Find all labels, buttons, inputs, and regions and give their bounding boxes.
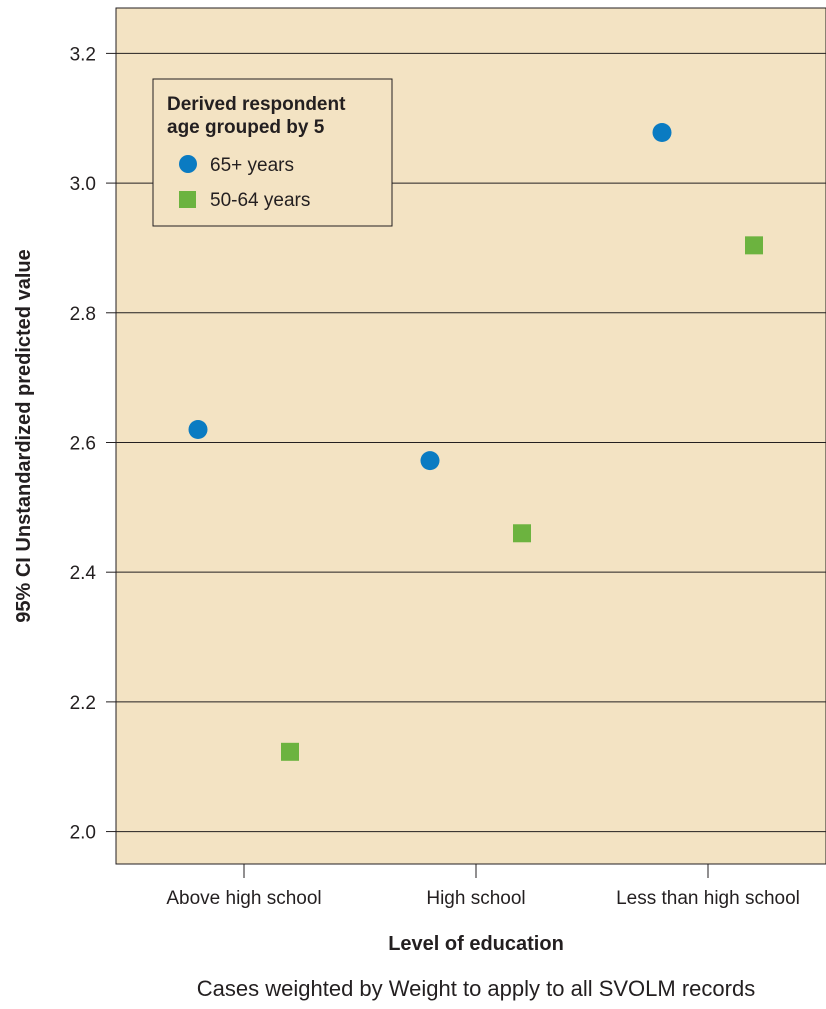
point-50-64-0	[281, 742, 299, 761]
legend-title-line1: Derived respondent	[167, 94, 346, 115]
y-tick-label: 3.2	[70, 44, 96, 65]
x-tick-label: Above high school	[166, 888, 321, 909]
point-65plus-1	[420, 451, 440, 471]
gridlines	[116, 52, 826, 833]
legend-marker-65plus	[179, 155, 197, 173]
y-tick-label: 2.0	[70, 823, 96, 844]
legend-label-50-64: 50-64 years	[210, 190, 310, 211]
legend-marker-50-64	[179, 191, 196, 208]
x-tick-label: High school	[426, 888, 525, 909]
point-65plus-2	[652, 123, 672, 143]
y-tick-label: 2.8	[70, 304, 96, 325]
y-axis-ticks: 2.0 2.2 2.4 2.6 2.8 3.0 3.2	[70, 44, 116, 844]
legend-label-65plus: 65+ years	[210, 155, 294, 176]
y-tick-label: 3.0	[70, 174, 96, 195]
point-50-64-2	[745, 236, 763, 255]
legend: Derived respondent age grouped by 5 65+ …	[152, 78, 393, 227]
legend-title-line2: age grouped by 5	[167, 117, 325, 138]
x-axis-title: Level of education	[388, 933, 564, 955]
y-axis-title: 95% CI Unstandardized predicted value	[13, 249, 35, 622]
point-50-64-1	[513, 524, 531, 543]
chart-caption: Cases weighted by Weight to apply to all…	[197, 976, 755, 1001]
y-tick-label: 2.4	[70, 563, 97, 584]
y-tick-label: 2.6	[70, 433, 96, 454]
x-axis-ticks: Above high school High school Less than hi…	[166, 864, 800, 909]
point-65plus-0	[188, 420, 208, 440]
x-tick-label: Less than high school	[616, 888, 800, 909]
data-points	[188, 123, 763, 761]
y-tick-label: 2.2	[70, 693, 96, 714]
